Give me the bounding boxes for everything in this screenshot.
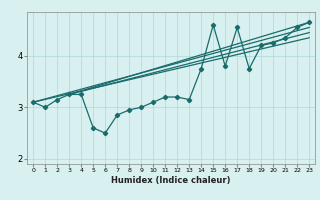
X-axis label: Humidex (Indice chaleur): Humidex (Indice chaleur)	[111, 176, 231, 185]
